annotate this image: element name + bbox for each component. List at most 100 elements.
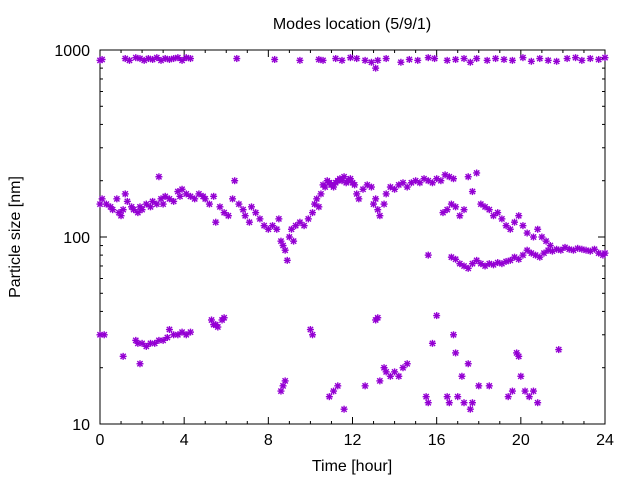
data-point (534, 399, 542, 407)
data-point (231, 177, 239, 185)
data-point (281, 246, 289, 254)
data-point (338, 56, 346, 64)
data-point (201, 195, 209, 203)
data-point (422, 393, 430, 401)
data-point (460, 206, 468, 214)
data-point (464, 173, 472, 181)
data-point (239, 206, 247, 214)
x-tick-label: 24 (596, 432, 614, 449)
y-tick-label: 10 (72, 417, 90, 434)
data-point (506, 256, 514, 264)
data-point (431, 55, 439, 63)
data-point (586, 55, 594, 63)
data-point (136, 360, 144, 368)
data-point (492, 55, 500, 63)
data-point (578, 56, 586, 64)
data-point (313, 195, 321, 203)
data-point (134, 209, 142, 217)
data-point (443, 206, 451, 214)
y-axis-label: Particle size [nm] (7, 176, 24, 298)
data-point (534, 225, 542, 233)
data-point (376, 377, 384, 385)
data-point (475, 382, 483, 390)
plot-frame (99, 49, 606, 425)
data-point (361, 56, 369, 64)
data-point (529, 387, 537, 395)
data-point (220, 209, 228, 217)
data-point (382, 55, 390, 63)
x-tick-label: 12 (344, 432, 362, 449)
data-point (572, 54, 580, 62)
data-point (273, 225, 281, 233)
data-point (130, 206, 138, 214)
data-point (437, 177, 445, 185)
x-tick-label: 4 (180, 432, 189, 449)
data-point (109, 206, 117, 214)
data-point (428, 339, 436, 347)
data-point (544, 56, 552, 64)
data-point (125, 56, 133, 64)
data-point (489, 212, 497, 220)
data-point (525, 393, 533, 401)
data-point (119, 206, 127, 214)
data-point (186, 55, 194, 63)
data-point (443, 56, 451, 64)
data-point (458, 372, 466, 380)
data-point (119, 352, 127, 360)
data-point (397, 58, 405, 66)
data-point (424, 54, 432, 62)
data-point (355, 195, 363, 203)
data-point (205, 200, 213, 208)
data-point (332, 55, 340, 63)
data-point (395, 372, 403, 380)
data-point (601, 54, 609, 62)
data-point (464, 264, 472, 272)
x-tick-label: 8 (264, 432, 273, 449)
data-point (315, 203, 323, 211)
data-point (186, 328, 194, 336)
data-point (481, 203, 489, 211)
data-point (271, 55, 279, 63)
data-point (374, 56, 382, 64)
data-point (176, 192, 184, 200)
data-point (138, 206, 146, 214)
data-point (527, 57, 535, 65)
data-point (460, 55, 468, 63)
data-point (220, 314, 228, 322)
data-point (452, 55, 460, 63)
data-point (382, 190, 390, 198)
data-point (340, 405, 348, 413)
data-point (473, 169, 481, 177)
data-point (515, 212, 523, 220)
data-point (304, 215, 312, 223)
data-point (159, 200, 167, 208)
data-point (367, 183, 375, 191)
data-point (405, 55, 413, 63)
data-point (216, 203, 224, 211)
data-point (170, 197, 178, 205)
data-point (424, 399, 432, 407)
data-point (296, 56, 304, 64)
data-point (346, 54, 354, 62)
data-point (374, 314, 382, 322)
data-point (153, 200, 161, 208)
data-point (374, 206, 382, 214)
data-point (519, 54, 527, 62)
data-point (123, 197, 131, 205)
data-point (523, 246, 531, 254)
data-point (214, 323, 222, 331)
data-point (540, 249, 548, 257)
data-point (372, 64, 380, 72)
data-points (96, 54, 609, 413)
data-point (443, 393, 451, 401)
data-point (452, 203, 460, 211)
data-point (454, 393, 462, 401)
data-point (506, 225, 514, 233)
data-point (460, 399, 468, 407)
data-point (555, 346, 563, 354)
data-point (121, 190, 129, 198)
data-point (117, 212, 125, 220)
data-point (351, 181, 359, 189)
data-point (511, 218, 519, 226)
